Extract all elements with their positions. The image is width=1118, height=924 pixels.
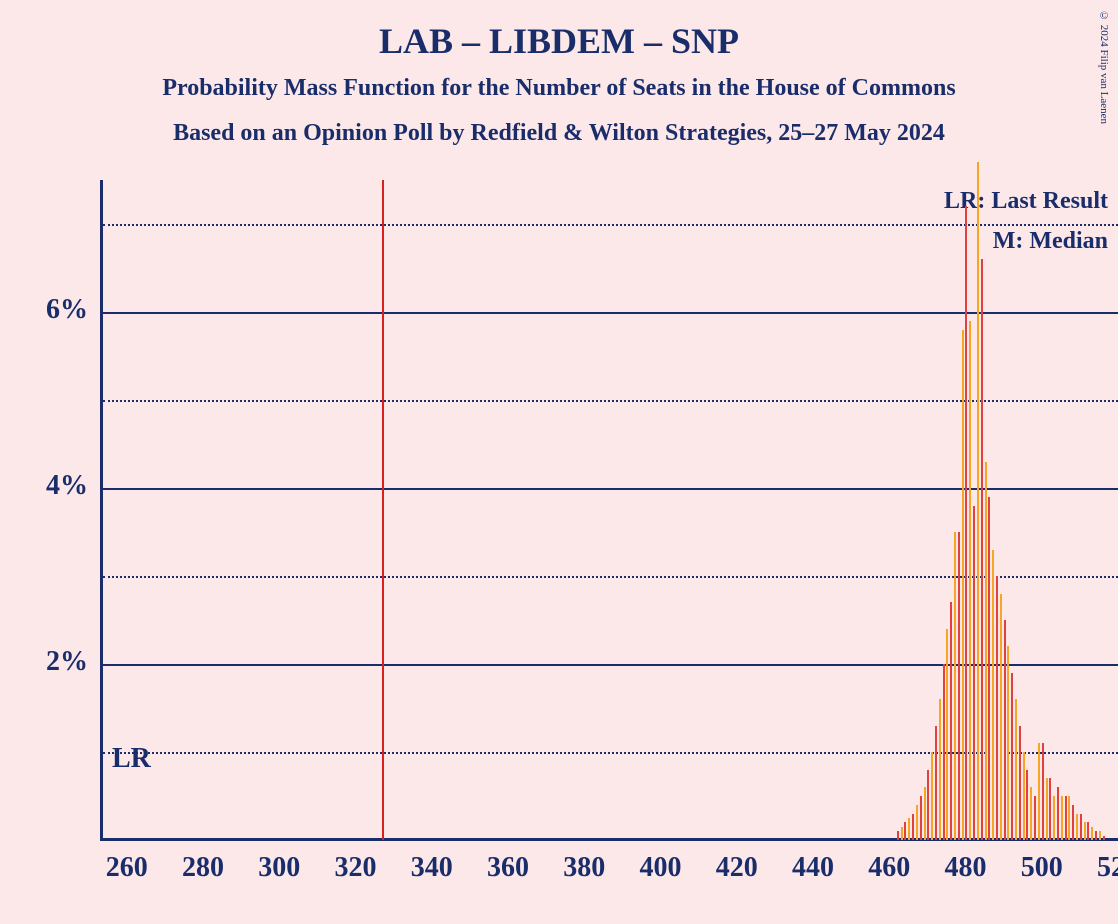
- x-tick-label: 460: [854, 852, 924, 884]
- histogram-bar: [988, 497, 990, 840]
- histogram-bar: [1072, 805, 1074, 840]
- histogram-bar: [1026, 770, 1028, 840]
- histogram-bar: [954, 532, 956, 840]
- histogram-bar: [908, 818, 910, 840]
- y-axis: [100, 180, 103, 840]
- histogram-bar: [897, 831, 899, 840]
- histogram-bar: [1000, 594, 1002, 840]
- chart-subtitle-2: Based on an Opinion Poll by Redfield & W…: [0, 120, 1118, 147]
- x-tick-label: 480: [930, 852, 1000, 884]
- x-tick-label: 500: [1007, 852, 1077, 884]
- x-tick-label: 340: [397, 852, 467, 884]
- histogram-bar: [1023, 752, 1025, 840]
- x-tick-label: 440: [778, 852, 848, 884]
- histogram-bar: [1049, 778, 1051, 840]
- chart-subtitle-1: Probability Mass Function for the Number…: [0, 75, 1118, 102]
- legend-m: M: Median: [993, 228, 1108, 255]
- histogram-bar: [1042, 743, 1044, 840]
- y-tick-label: 6%: [28, 294, 88, 326]
- histogram-bar: [1076, 814, 1078, 840]
- histogram-bar: [1004, 620, 1006, 840]
- x-tick-label: 320: [320, 852, 390, 884]
- chart-container: LAB – LIBDEM – SNP Probability Mass Func…: [0, 0, 1118, 924]
- histogram-bar: [1057, 787, 1059, 840]
- histogram-bar: [1053, 796, 1055, 840]
- histogram-bar: [992, 550, 994, 840]
- histogram-bar: [912, 814, 914, 840]
- histogram-bar: [939, 699, 941, 840]
- histogram-bar: [1084, 822, 1086, 840]
- histogram-bar: [946, 629, 948, 840]
- x-tick-label: 300: [244, 852, 314, 884]
- histogram-bar: [1061, 796, 1063, 840]
- x-tick-label: 400: [625, 852, 695, 884]
- x-tick-label: 420: [702, 852, 772, 884]
- histogram-bar: [927, 770, 929, 840]
- x-tick-label: 260: [92, 852, 162, 884]
- histogram-bar: [977, 162, 979, 840]
- x-tick-label: 360: [473, 852, 543, 884]
- histogram-bar: [901, 827, 903, 840]
- histogram-bar: [1030, 787, 1032, 840]
- y-tick-label: 2%: [28, 646, 88, 678]
- plot-area: LR: Last Result M: Median LR: [100, 180, 1118, 840]
- histogram-bar: [1015, 699, 1017, 840]
- histogram-bar: [1091, 827, 1093, 840]
- histogram-bar: [1080, 814, 1082, 840]
- histogram-bar: [965, 206, 967, 840]
- histogram-bar: [943, 664, 945, 840]
- histogram-bar: [1099, 831, 1101, 840]
- legend-lr: LR: Last Result: [944, 188, 1108, 215]
- histogram-bar: [924, 787, 926, 840]
- histogram-bar: [950, 602, 952, 840]
- chart-title: LAB – LIBDEM – SNP: [0, 20, 1118, 62]
- histogram-bar: [962, 330, 964, 840]
- histogram-bar: [1087, 822, 1089, 840]
- lr-reference-line: [382, 180, 384, 840]
- x-tick-label: 520: [1083, 852, 1118, 884]
- histogram-bar: [1019, 726, 1021, 840]
- histogram-bar: [1038, 743, 1040, 840]
- copyright-text: © 2024 Filip van Laenen: [1098, 10, 1110, 124]
- histogram-bar: [973, 506, 975, 840]
- histogram-bar: [1068, 796, 1070, 840]
- histogram-bar: [958, 532, 960, 840]
- histogram-bar: [1095, 831, 1097, 840]
- histogram-bar: [931, 752, 933, 840]
- histogram-bar: [1007, 646, 1009, 840]
- histogram-bar: [1034, 796, 1036, 840]
- histogram-bar: [996, 576, 998, 840]
- histogram-bar: [1046, 778, 1048, 840]
- histogram-bar: [1103, 836, 1105, 840]
- histogram-bar: [1065, 796, 1067, 840]
- y-tick-label: 4%: [28, 470, 88, 502]
- histogram-bar: [1011, 673, 1013, 840]
- histogram-bar: [904, 822, 906, 840]
- histogram-bar: [981, 259, 983, 840]
- histogram-bar: [969, 321, 971, 840]
- x-tick-label: 280: [168, 852, 238, 884]
- histogram-bar: [920, 796, 922, 840]
- x-tick-label: 380: [549, 852, 619, 884]
- histogram-bar: [916, 805, 918, 840]
- histogram-bar: [985, 462, 987, 840]
- lr-label: LR: [112, 743, 151, 775]
- histogram-bar: [935, 726, 937, 840]
